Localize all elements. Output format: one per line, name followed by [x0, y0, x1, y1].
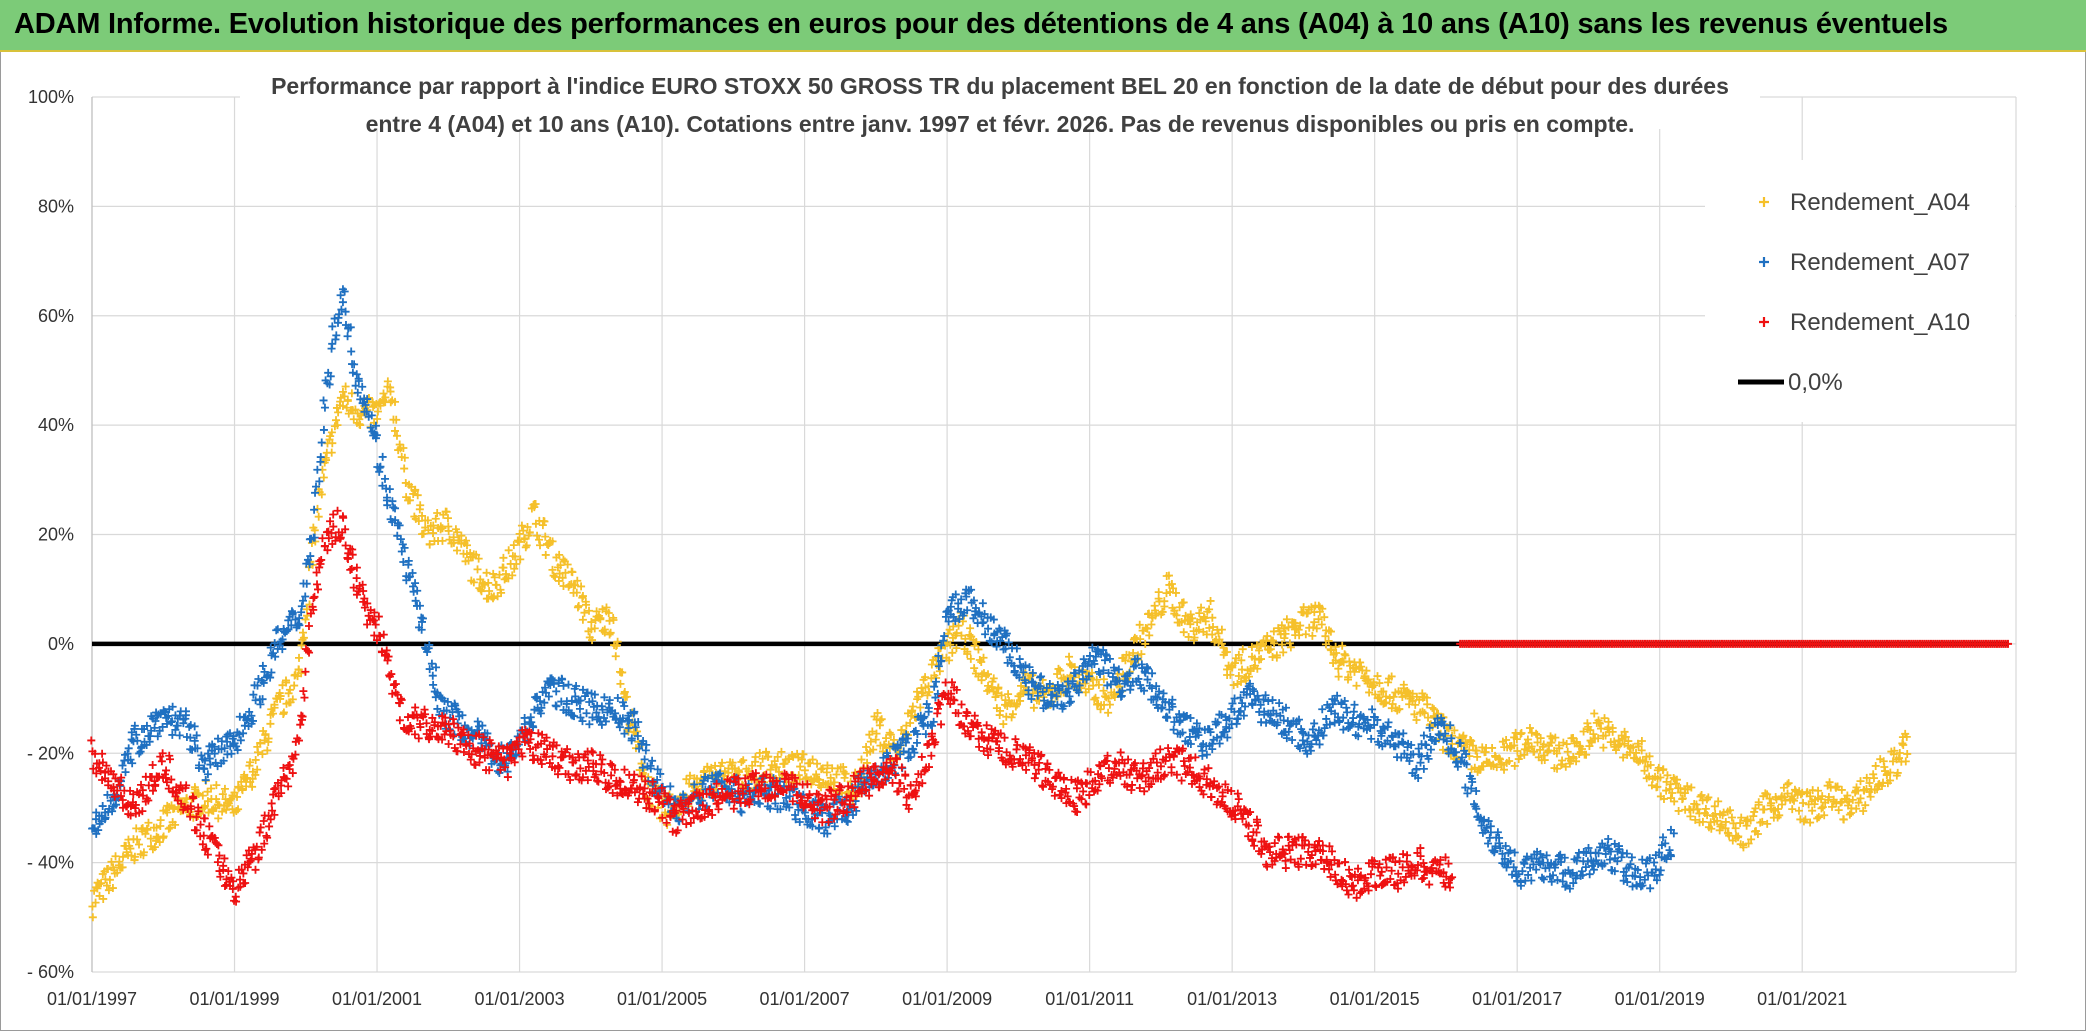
series-points-rendement_a10 — [87, 506, 1457, 906]
legend-swatch — [1759, 317, 1769, 327]
x-tick-label: 01/01/2015 — [1330, 989, 1420, 1009]
legend: Rendement_A04 Rendement_A07 Rendement_A10 0… — [1705, 160, 2015, 422]
x-tick-label: 01/01/1999 — [189, 989, 279, 1009]
legend-label: Rendement_A10 — [1790, 309, 1970, 336]
x-tick-label: 01/01/2021 — [1757, 989, 1847, 1009]
chart-subtitle: entre 4 (A04) et 10 ans (A10). Cotations… — [366, 111, 1635, 137]
y-axis-ticks: 100% 80% 60% 40% 20% 0% - 20% - 40% - 60% — [27, 87, 74, 982]
y-tick-label: 40% — [38, 415, 74, 435]
y-tick-label: - 20% — [27, 743, 74, 763]
x-tick-label: 01/01/2001 — [332, 989, 422, 1009]
x-tick-label: 01/01/1997 — [47, 989, 137, 1009]
x-axis-ticks: 01/01/1997 01/01/1999 01/01/2001 01/01/2003… — [47, 989, 1847, 1009]
series-points-rendement_a07 — [88, 285, 1678, 893]
subtitle-background — [240, 67, 1760, 129]
series-points-rendement_a04 — [88, 377, 1912, 922]
x-tick-label: 01/01/2009 — [902, 989, 992, 1009]
report-title: ADAM Informe. Evolution historique des p… — [14, 8, 1948, 40]
legend-label-zero: 0,0% — [1788, 369, 1843, 396]
x-tick-label: 01/01/2017 — [1472, 989, 1562, 1009]
y-tick-label: 0% — [48, 634, 74, 654]
legend-label: Rendement_A07 — [1790, 249, 1970, 276]
x-tick-label: 01/01/2003 — [475, 989, 565, 1009]
x-tick-label: 01/01/2007 — [760, 989, 850, 1009]
x-tick-label: 01/01/2005 — [617, 989, 707, 1009]
y-tick-label: - 60% — [27, 962, 74, 982]
series-marks — [87, 285, 2012, 922]
performance-chart: 100% 80% 60% 40% 20% 0% - 20% - 40% - 60% 01/01/… — [27, 67, 2017, 1009]
report-banner: ADAM Informe. Evolution historique des p… — [0, 0, 2086, 52]
legend-background — [1705, 160, 2015, 422]
chart-title: Performance par rapport à l'indice EURO … — [271, 73, 1729, 99]
x-tick-label: 01/01/2019 — [1615, 989, 1705, 1009]
a10-zero-points — [1456, 639, 2012, 648]
y-tick-label: 100% — [28, 87, 74, 107]
y-tick-label: 20% — [38, 525, 74, 545]
y-tick-label: 80% — [38, 196, 74, 216]
legend-swatch — [1759, 197, 1769, 207]
y-tick-label: - 40% — [27, 853, 74, 873]
y-tick-label: 60% — [38, 306, 74, 326]
legend-label: Rendement_A04 — [1790, 189, 1970, 216]
legend-swatch — [1759, 257, 1769, 267]
x-tick-label: 01/01/2013 — [1187, 989, 1277, 1009]
x-tick-label: 01/01/2011 — [1045, 989, 1134, 1009]
